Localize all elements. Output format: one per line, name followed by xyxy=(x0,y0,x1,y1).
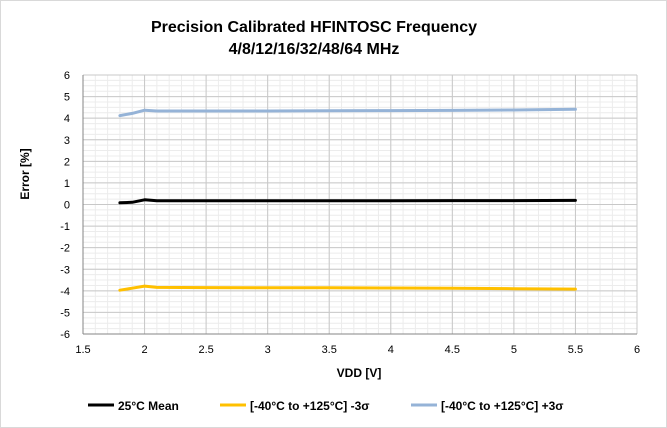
x-tick-label: 6 xyxy=(634,344,640,356)
y-tick-label: -6 xyxy=(60,329,70,341)
series-line-25-c-mean xyxy=(118,198,577,205)
y-tick-label: -1 xyxy=(60,221,70,233)
legend-label: 25°C Mean xyxy=(118,399,179,413)
y-tick-labels: -6 -5 -4 -3 -2 -1 0 1 2 3 4 5 6 xyxy=(60,70,70,341)
x-tick-label: 4.5 xyxy=(445,344,460,356)
y-tick-label: -5 xyxy=(60,307,70,319)
series-line-40-c-to-125-c-3 xyxy=(118,107,577,118)
y-tick-label: 0 xyxy=(64,200,70,212)
y-tick-label: 1 xyxy=(64,178,70,190)
series-lines xyxy=(118,107,577,292)
x-tick-label: 4 xyxy=(388,344,394,356)
x-axis-label: VDD [V] xyxy=(337,366,382,380)
series-line-40-c-to-125-c-3 xyxy=(118,284,577,292)
x-tick-label: 5 xyxy=(511,344,517,356)
chart-title-line2: 4/8/12/16/32/48/64 MHz xyxy=(229,41,400,58)
legend: 25°C Mean [-40°C to +125°C] -3σ [-40°C to … xyxy=(88,399,564,413)
legend-label: [-40°C to +125°C] -3σ xyxy=(250,399,370,413)
y-axis-label: Error [%] xyxy=(18,148,32,199)
x-tick-label: 3.5 xyxy=(322,344,337,356)
x-tick-labels: 1.5 2 2.5 3 3.5 4 4.5 5 5.5 6 xyxy=(75,344,640,356)
y-tick-label: -4 xyxy=(60,286,70,298)
y-tick-label: -2 xyxy=(60,243,70,255)
x-tick-label: 5.5 xyxy=(568,344,583,356)
x-tick-label: 2.5 xyxy=(198,344,213,356)
y-tick-label: 6 xyxy=(64,70,70,82)
x-tick-label: 1.5 xyxy=(75,344,90,356)
y-tick-label: 5 xyxy=(64,92,70,104)
x-tick-label: 3 xyxy=(265,344,271,356)
legend-label: [-40°C to +125°C] +3σ xyxy=(441,399,564,413)
chart-title-line1: Precision Calibrated HFINTOSC Frequency xyxy=(151,19,477,36)
y-tick-label: -3 xyxy=(60,264,70,276)
y-tick-label: 3 xyxy=(64,135,70,147)
y-tick-label: 4 xyxy=(64,113,70,125)
y-tick-label: 2 xyxy=(64,156,70,168)
plot-axes xyxy=(82,75,637,335)
x-tick-label: 2 xyxy=(141,344,147,356)
